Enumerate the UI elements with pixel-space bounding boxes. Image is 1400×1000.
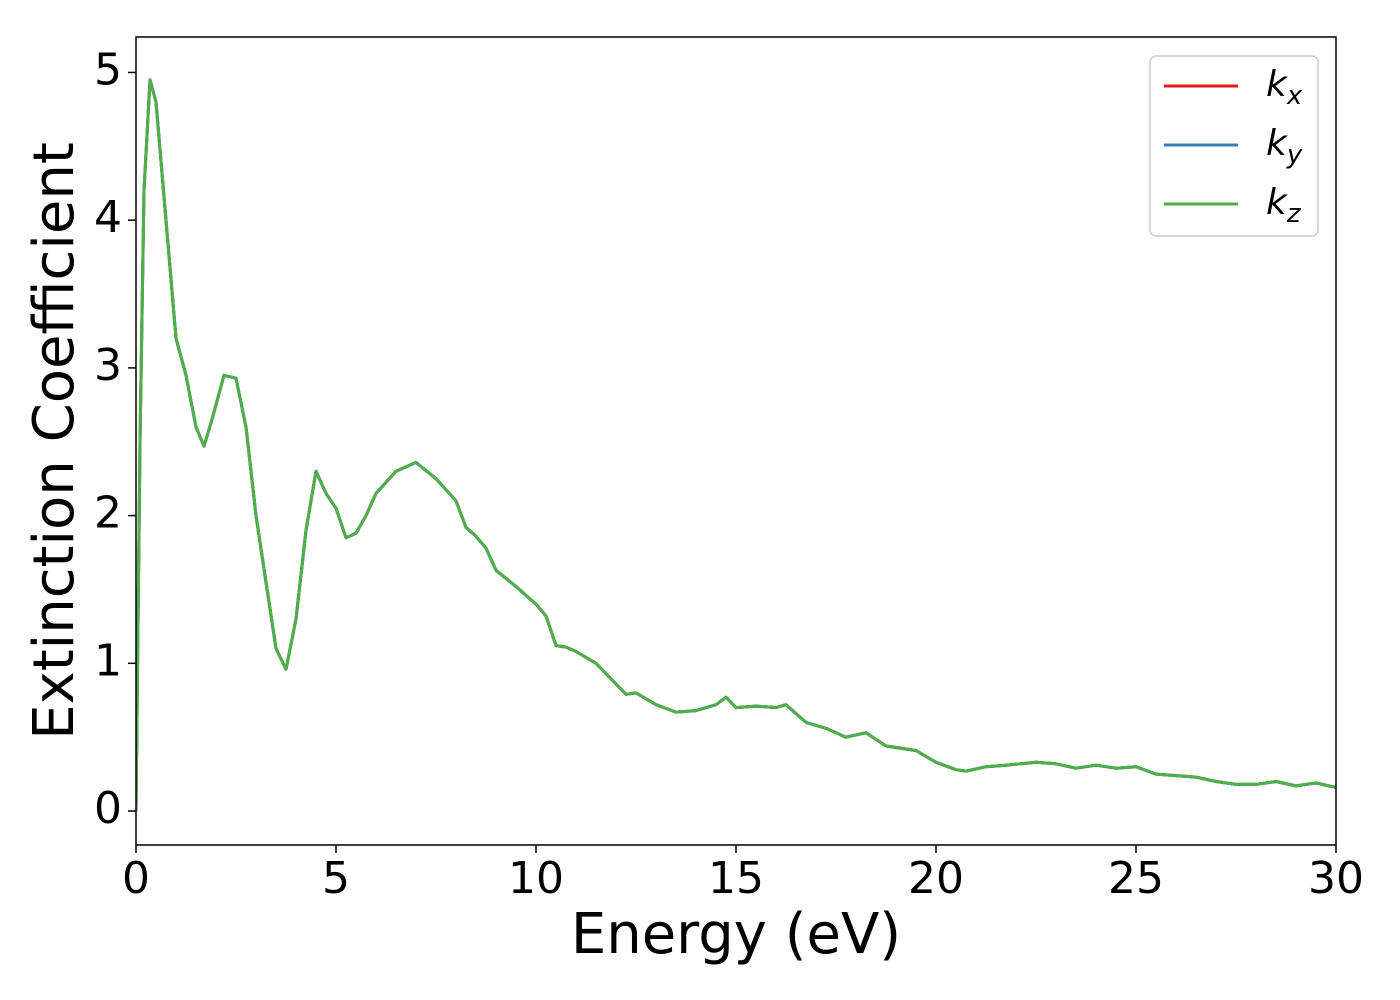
plot-frame	[135, 36, 1337, 846]
legend-label: kz	[1266, 182, 1302, 229]
x-tick-label: 30	[1308, 853, 1364, 904]
legend-label: ky	[1266, 123, 1303, 170]
legend-label-sub: x	[1286, 81, 1303, 111]
y-tick-label: 1	[94, 635, 122, 686]
x-tick-label: 25	[1108, 853, 1164, 904]
y-tick-label: 2	[94, 488, 122, 539]
x-tick-label: 10	[508, 853, 564, 904]
x-tick-label: 5	[322, 853, 350, 904]
legend-label: kx	[1266, 64, 1303, 111]
data-line	[136, 78, 1336, 812]
y-tick-label: 5	[94, 44, 122, 95]
legend-label-sub: z	[1286, 199, 1302, 229]
legend-label-main: k	[1266, 123, 1289, 164]
y-axis-label: Extinction Coefficient	[22, 142, 87, 740]
y-tick-label: 3	[94, 340, 122, 391]
x-tick-label: 0	[122, 853, 150, 904]
legend-label-sub: y	[1286, 140, 1303, 170]
x-tick-label: 20	[908, 853, 964, 904]
y-tick-label: 0	[94, 783, 122, 834]
legend-label-main: k	[1266, 182, 1289, 223]
x-tick-label: 15	[708, 853, 764, 904]
x-axis-label: Energy (eV)	[571, 902, 901, 967]
y-tick-label: 4	[94, 192, 122, 243]
legend-label-main: k	[1266, 64, 1289, 105]
